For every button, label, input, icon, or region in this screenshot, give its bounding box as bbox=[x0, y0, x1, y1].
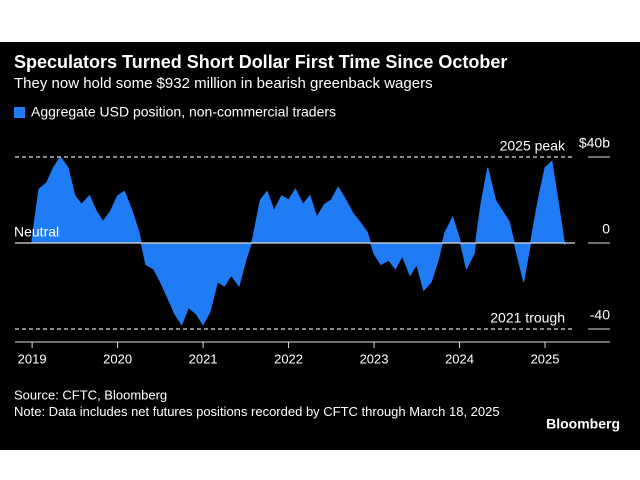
annotation: 2021 trough bbox=[490, 310, 565, 326]
legend-label: Aggregate USD position, non-commercial t… bbox=[31, 104, 336, 120]
area bbox=[31, 156, 566, 326]
annotation: Neutral bbox=[14, 224, 59, 240]
panel bbox=[0, 42, 640, 450]
legend-swatch bbox=[14, 107, 25, 118]
y-tick-label: 0 bbox=[602, 221, 610, 237]
x-tick-label: 2020 bbox=[103, 351, 132, 366]
annotation: 2025 peak bbox=[500, 138, 566, 154]
x-tick-label: 2024 bbox=[445, 351, 474, 366]
y-tick-label: -40 bbox=[590, 307, 610, 323]
x-tick-label: 2021 bbox=[189, 351, 218, 366]
chart-subtitle: They now hold some $932 million in beari… bbox=[14, 75, 433, 92]
x-tick-label: 2019 bbox=[18, 351, 47, 366]
source: Source: CFTC, Bloomberg bbox=[14, 387, 167, 402]
y-tick-label: $40b bbox=[579, 135, 610, 151]
brand: Bloomberg bbox=[546, 416, 620, 432]
note: Note: Data includes net futures position… bbox=[14, 404, 500, 419]
x-tick-label: 2022 bbox=[274, 351, 303, 366]
chart-title: Speculators Turned Short Dollar First Ti… bbox=[14, 52, 507, 72]
x-tick-label: 2025 bbox=[531, 351, 560, 366]
x-tick-label: 2023 bbox=[360, 351, 389, 366]
